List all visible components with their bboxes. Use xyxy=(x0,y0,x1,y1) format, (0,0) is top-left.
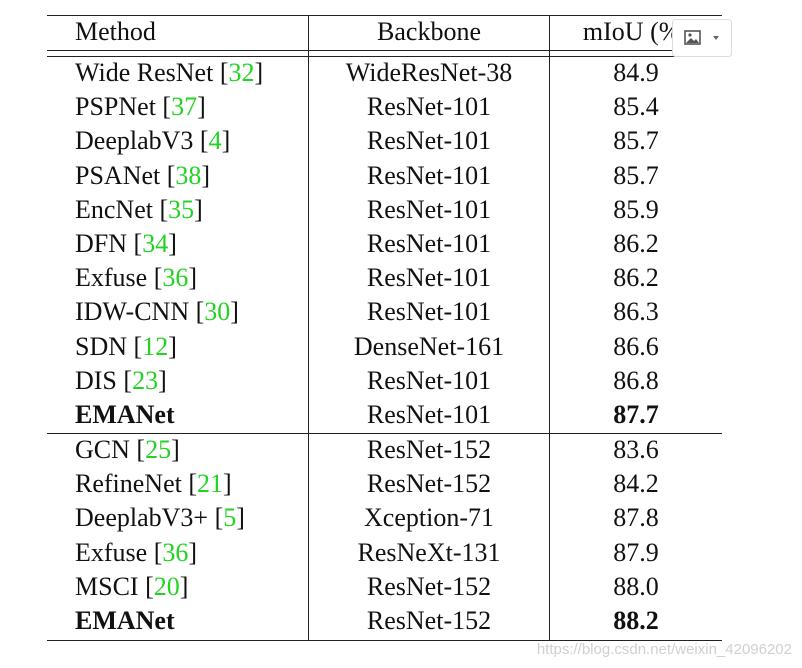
citation: 38 xyxy=(160,161,210,190)
citation: 23 xyxy=(117,366,167,395)
backbone-cell: ResNet-101 xyxy=(366,263,492,293)
miou-cell: 86.2 xyxy=(613,263,659,293)
column-rule xyxy=(308,15,309,641)
citation: 21 xyxy=(182,469,232,498)
method-name: DIS xyxy=(75,365,117,395)
method-name: Exfuse xyxy=(75,263,148,293)
method-cell: DeeplabV3+5 xyxy=(75,503,245,533)
method-name: EMANet xyxy=(75,606,175,635)
method-cell: EMANet xyxy=(75,606,175,636)
method-name: EMANet xyxy=(75,400,175,429)
backbone-cell: ResNet-101 xyxy=(366,126,492,156)
miou-cell: 86.8 xyxy=(613,365,659,395)
rule xyxy=(47,433,722,434)
citation: 5 xyxy=(208,503,245,532)
method-cell: DIS23 xyxy=(75,366,167,396)
method-cell: EMANet xyxy=(75,400,175,430)
rule xyxy=(47,15,722,16)
column-rule xyxy=(549,15,550,641)
method-cell: GCN25 xyxy=(75,435,180,465)
method-cell: MSCI20 xyxy=(75,572,188,602)
method-name: GCN xyxy=(75,435,130,464)
backbone-cell: ResNeXt-131 xyxy=(357,537,501,567)
citation: 34 xyxy=(127,229,177,258)
method-cell: PSANet38 xyxy=(75,161,210,191)
method-cell: PSPNet37 xyxy=(75,92,206,122)
method-name: MSCI xyxy=(75,571,139,601)
rule xyxy=(47,56,722,57)
method-name: PSANet xyxy=(75,160,161,190)
backbone-cell: ResNet-101 xyxy=(366,297,492,327)
miou-cell: 88.2 xyxy=(613,606,659,635)
miou-cell: 87.9 xyxy=(613,537,659,567)
miou-cell: 83.6 xyxy=(613,435,659,464)
watermark: https://blog.csdn.net/weixin_42096202 xyxy=(536,641,792,658)
header-cell: Backbone xyxy=(377,17,481,46)
method-cell: Exfuse36 xyxy=(75,538,197,568)
backbone-cell: WideResNet-38 xyxy=(345,58,513,87)
method-cell: DFN34 xyxy=(75,229,177,259)
backbone-cell: ResNet-101 xyxy=(366,400,492,429)
citation: 12 xyxy=(127,332,177,361)
citation: 36 xyxy=(147,263,197,292)
miou-cell: 86.6 xyxy=(613,331,659,361)
citation: 30 xyxy=(189,297,239,326)
header-cell: mIoU (%) xyxy=(582,17,690,46)
backbone-cell: ResNet-152 xyxy=(366,571,492,601)
method-name: DeeplabV3 xyxy=(75,126,194,156)
method-cell: Wide ResNet32 xyxy=(75,58,263,88)
citation: 32 xyxy=(213,58,263,87)
method-cell: EncNet35 xyxy=(75,195,203,225)
method-cell: RefineNet21 xyxy=(75,469,232,499)
method-cell: Exfuse36 xyxy=(75,263,197,293)
miou-cell: 85.4 xyxy=(613,92,659,122)
miou-cell: 84.9 xyxy=(613,58,659,87)
citation: 20 xyxy=(139,572,189,601)
backbone-cell: Xception-71 xyxy=(364,503,494,533)
miou-cell: 85.9 xyxy=(613,194,659,224)
method-name: Exfuse xyxy=(75,537,148,567)
method-name: IDW-CNN xyxy=(75,297,190,327)
miou-cell: 85.7 xyxy=(613,160,659,190)
rule xyxy=(47,640,722,641)
backbone-cell: DenseNet-161 xyxy=(353,331,505,361)
method-name: SDN xyxy=(75,331,128,361)
backbone-cell: ResNet-152 xyxy=(366,435,492,464)
citation: 25 xyxy=(130,435,180,464)
backbone-cell: ResNet-152 xyxy=(366,606,492,635)
backbone-cell: ResNet-101 xyxy=(366,229,492,258)
header-cell: Method xyxy=(75,17,156,46)
miou-cell: 87.7 xyxy=(613,400,659,429)
method-cell: IDW-CNN30 xyxy=(75,297,239,327)
method-cell: DeeplabV34 xyxy=(75,126,230,156)
backbone-cell: ResNet-101 xyxy=(366,194,492,224)
method-name: RefineNet xyxy=(75,469,182,499)
miou-cell: 86.3 xyxy=(613,297,659,327)
rule xyxy=(47,50,722,51)
backbone-cell: ResNet-152 xyxy=(366,469,492,499)
citation: 35 xyxy=(153,195,203,224)
miou-cell: 86.2 xyxy=(613,229,659,258)
method-name: EncNet xyxy=(75,194,153,224)
method-name: DFN xyxy=(75,229,128,258)
citation: 4 xyxy=(193,126,230,155)
backbone-cell: ResNet-101 xyxy=(366,92,492,122)
miou-cell: 85.7 xyxy=(613,126,659,156)
image-menu-icon[interactable] xyxy=(672,19,732,57)
backbone-cell: ResNet-101 xyxy=(366,365,492,395)
miou-cell: 87.8 xyxy=(613,503,659,533)
miou-cell: 84.2 xyxy=(613,469,659,499)
method-name: Wide ResNet xyxy=(75,58,214,87)
citation: 37 xyxy=(156,92,206,121)
citation: 36 xyxy=(147,538,197,567)
backbone-cell: ResNet-101 xyxy=(366,160,492,190)
method-name: PSPNet xyxy=(75,92,156,122)
method-cell: SDN12 xyxy=(75,332,177,362)
miou-cell: 88.0 xyxy=(613,571,659,601)
method-name: DeeplabV3+ xyxy=(75,503,209,533)
